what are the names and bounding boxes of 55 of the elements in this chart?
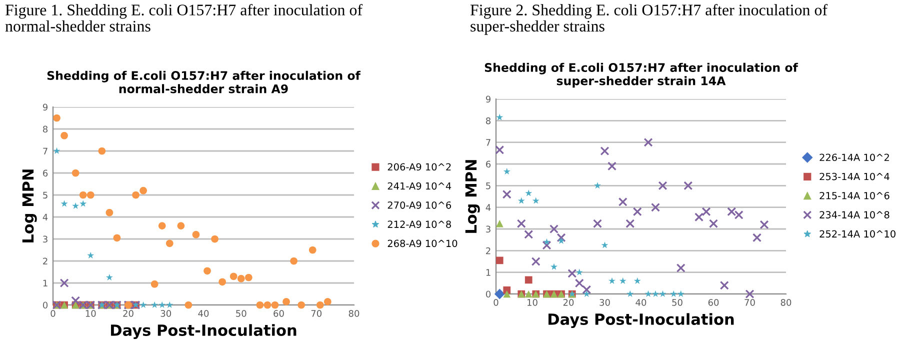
x-tick-label: 50 — [672, 299, 682, 306]
x-tick-label: 60 — [274, 310, 284, 317]
x-tick-label: 0 — [494, 299, 498, 306]
legend-label: 215-14A 10^6 — [820, 192, 890, 200]
y-tick-label: 1 — [486, 269, 490, 276]
y-tick-label: 8 — [486, 117, 491, 124]
x-tick-label: 10 — [86, 310, 96, 317]
caption: Figure 2. Shedding E. coli O157:H7 after inoculation of super-shedder strains — [470, 4, 828, 35]
x-tick-label: 20 — [123, 310, 134, 317]
x-tick-label: 60 — [708, 299, 719, 306]
legend-label: 252-14A 10^10 — [820, 230, 896, 238]
y-tick-label: 5 — [43, 192, 48, 199]
x-tick-label: 70 — [744, 299, 755, 306]
y-tick-label: 3 — [486, 226, 490, 233]
y-tick-label: 4 — [42, 214, 48, 220]
y-tick-label: 2 — [43, 258, 48, 264]
x-tick-label: 40 — [198, 310, 209, 317]
x-tick-label: 80 — [780, 299, 792, 306]
y-tick-label: 5 — [486, 182, 490, 190]
y-tick-label: 1 — [43, 280, 48, 286]
caption: Figure 1. Shedding E. coli O157:H7 after inoculation of normal-shedder strains — [5, 4, 363, 32]
y-tick-label: 7 — [486, 139, 490, 146]
x-tick-label: 10 — [528, 299, 538, 306]
y-tick-label: 4 — [486, 204, 491, 211]
x-tick-label: 0 — [50, 310, 56, 317]
legend-label: 206-A9 10^2 — [388, 163, 451, 171]
x-tick-label: 30 — [160, 310, 172, 317]
legend-label: 241-A9 10^4 — [388, 182, 452, 190]
y-axis-title: Log MPN — [465, 160, 480, 233]
legend-label: 212-A9 10^8 — [388, 220, 451, 228]
y-tick-label: 9 — [486, 96, 491, 103]
legend-label: 270-A9 10^6 — [388, 201, 452, 209]
legend-label: 234-14A 10^8 — [820, 211, 890, 218]
x-tick-label: 40 — [636, 299, 646, 306]
x-tick-label: 70 — [311, 310, 322, 317]
chart-title: Shedding of E.coli O157:H7 after inoculation of normal-shedder strain A9 — [47, 70, 361, 94]
chart-title: Shedding of E.coli O157:H7 after inoculation of super-shedder strain 14A — [484, 62, 798, 88]
x-tick-label: 20 — [563, 299, 574, 306]
x-tick-label: 50 — [236, 310, 246, 317]
y-tick-label: 3 — [43, 236, 48, 243]
x-axis-title: Days Post-Inoculation — [111, 324, 296, 340]
legend-label: 226-14A 10^2 — [820, 154, 889, 162]
y-tick-label: 6 — [43, 170, 48, 177]
y-tick-label: 8 — [43, 126, 48, 133]
legend-label: 268-A9 10^10 — [388, 240, 458, 248]
y-tick-label: 7 — [43, 148, 48, 154]
y-tick-label: 6 — [486, 160, 491, 168]
x-tick-label: 30 — [600, 299, 610, 306]
x-tick-label: 80 — [348, 310, 360, 317]
y-tick-label: 2 — [486, 247, 490, 254]
x-axis-title: Days Post-Inoculation — [548, 313, 734, 328]
y-axis-title: Log MPN — [22, 170, 37, 242]
legend-label: 253-14A 10^4 — [820, 172, 890, 180]
y-tick-label: 9 — [42, 104, 48, 111]
y-tick-label: 0 — [486, 290, 491, 298]
